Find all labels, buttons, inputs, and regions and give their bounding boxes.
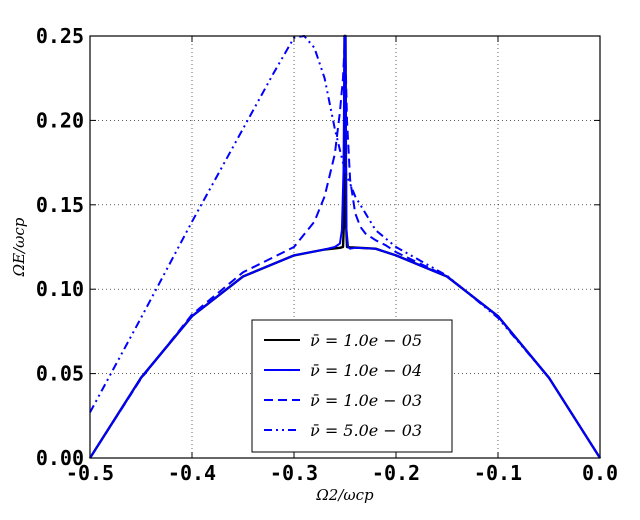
x-tick-label: 0.0 bbox=[582, 461, 618, 485]
legend-label: ν̄ = 1.0e − 05 bbox=[310, 331, 422, 350]
legend-box bbox=[251, 319, 453, 453]
x-tick-label: -0.3 bbox=[270, 461, 318, 485]
legend-label: ν̄ = 5.0e − 03 bbox=[310, 421, 422, 440]
grid bbox=[90, 36, 600, 458]
series-line-3 bbox=[89, 35, 601, 459]
plot-frame bbox=[89, 35, 601, 459]
y-axis-label: ΩE/ωcp bbox=[10, 217, 28, 277]
x-tick-label: -0.1 bbox=[474, 461, 522, 485]
axis-ticks bbox=[89, 35, 601, 459]
y-tick-label: 0.15 bbox=[36, 193, 84, 217]
y-tick-label: 0.25 bbox=[36, 24, 84, 48]
y-tick-labels: 0.00 0.05 0.10 0.15 0.20 0.25 bbox=[36, 24, 84, 470]
y-tick-label: 0.20 bbox=[36, 108, 84, 132]
x-tick-label: -0.5 bbox=[66, 461, 114, 485]
y-tick-label: 0.00 bbox=[36, 446, 84, 470]
legend-label: ν̄ = 1.0e − 04 bbox=[310, 361, 422, 380]
legend-label: ν̄ = 1.0e − 03 bbox=[310, 391, 422, 410]
x-tick-labels: -0.5 -0.4 -0.3 -0.2 -0.1 0.0 bbox=[66, 461, 618, 485]
y-tick-label: 0.10 bbox=[36, 277, 84, 301]
legend: ν̄ = 1.0e − 05 ν̄ = 1.0e − 04 ν̄ = 1.0e − … bbox=[251, 319, 453, 453]
x-tick-label: -0.2 bbox=[372, 461, 420, 485]
y-tick-label: 0.05 bbox=[36, 362, 84, 386]
x-axis-label: Ω2/ωcp bbox=[315, 486, 374, 504]
x-tick-label: -0.4 bbox=[168, 461, 216, 485]
